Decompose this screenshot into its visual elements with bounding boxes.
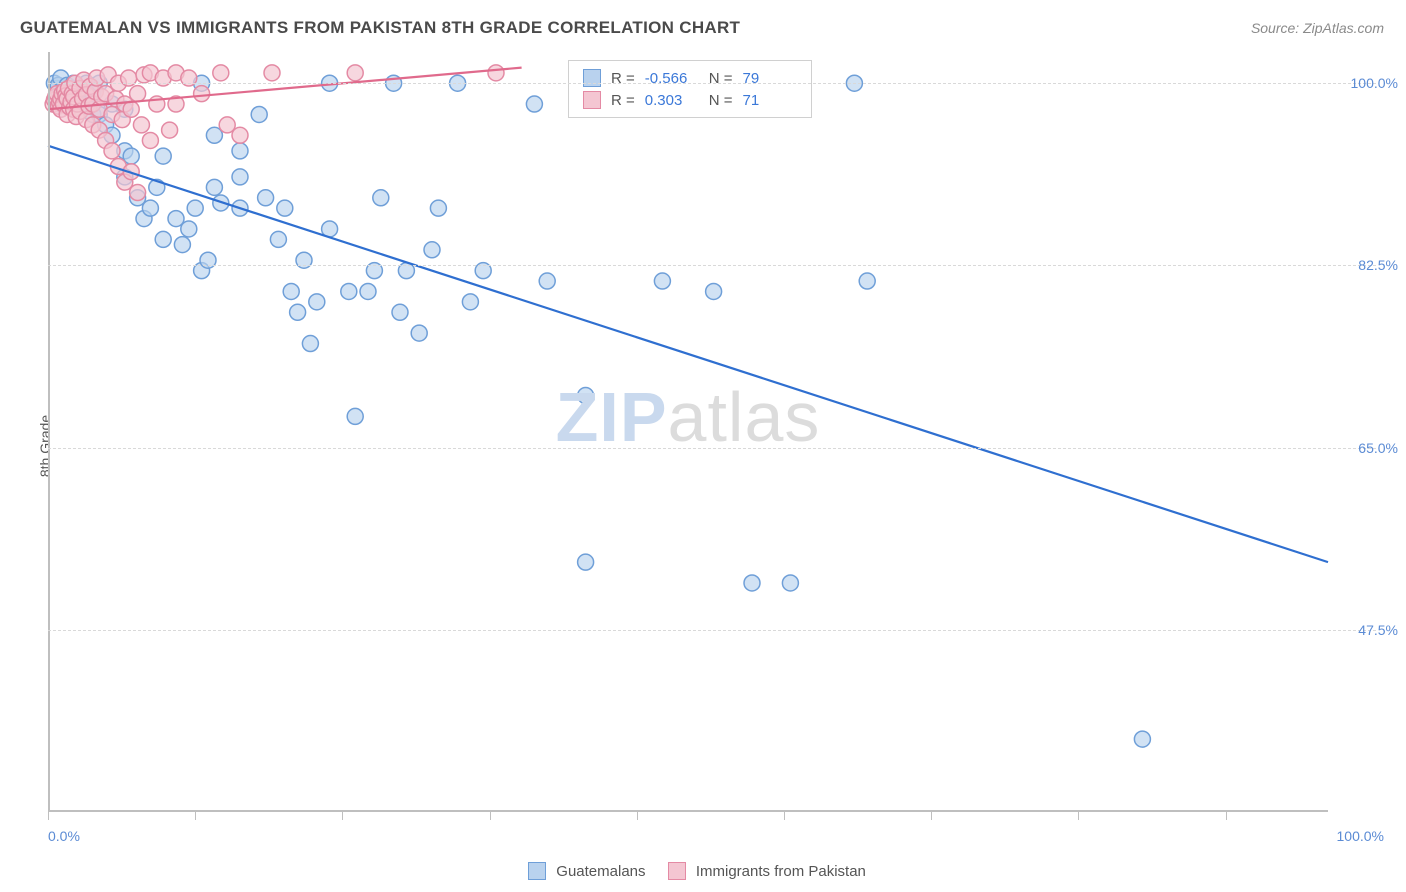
gridline-h	[48, 448, 1376, 449]
r-value-pakistan: 0.303	[645, 92, 699, 109]
stats-row-guatemalans: R = -0.566 N = 79	[583, 67, 797, 89]
x-max-label: 100.0%	[1337, 828, 1384, 844]
swatch-guatemalans	[583, 69, 601, 87]
legend-swatch-pakistan	[668, 862, 686, 880]
y-tick-label: 82.5%	[1338, 257, 1398, 273]
scatter-svg	[48, 52, 1328, 812]
x-tick	[195, 812, 196, 820]
legend-label-guatemalans: Guatemalans	[556, 863, 645, 880]
x-tick	[342, 812, 343, 820]
y-tick-label: 100.0%	[1338, 75, 1398, 91]
source-attribution: Source: ZipAtlas.com	[1251, 20, 1384, 36]
n-label: N =	[709, 92, 733, 109]
x-min-label: 0.0%	[48, 828, 80, 844]
y-tick-label: 65.0%	[1338, 440, 1398, 456]
stats-row-pakistan: R = 0.303 N = 71	[583, 89, 797, 111]
r-label: R =	[611, 92, 635, 109]
x-axis-line	[48, 810, 1328, 812]
gridline-h	[48, 630, 1376, 631]
x-tick	[48, 812, 49, 820]
y-axis-line	[48, 52, 50, 812]
swatch-pakistan	[583, 91, 601, 109]
legend-label-pakistan: Immigrants from Pakistan	[696, 863, 866, 880]
series-legend: Guatemalans Immigrants from Pakistan	[48, 862, 1328, 880]
chart-title: GUATEMALAN VS IMMIGRANTS FROM PAKISTAN 8…	[20, 18, 740, 38]
plot-region: ZIPatlas R = -0.566 N = 79 R = 0.303 N =…	[48, 52, 1328, 812]
x-tick	[490, 812, 491, 820]
gridline-h	[48, 83, 1376, 84]
source-name: ZipAtlas.com	[1303, 20, 1384, 36]
source-prefix: Source:	[1251, 20, 1303, 36]
x-tick	[1226, 812, 1227, 820]
x-tick	[1078, 812, 1079, 820]
x-tick	[931, 812, 932, 820]
n-value-pakistan: 71	[743, 92, 797, 109]
stats-legend: R = -0.566 N = 79 R = 0.303 N = 71	[568, 60, 812, 118]
x-tick	[637, 812, 638, 820]
x-tick	[784, 812, 785, 820]
legend-swatch-guatemalans	[528, 862, 546, 880]
y-tick-label: 47.5%	[1338, 622, 1398, 638]
gridline-h	[48, 265, 1376, 266]
chart-area: ZIPatlas R = -0.566 N = 79 R = 0.303 N =…	[48, 52, 1328, 812]
